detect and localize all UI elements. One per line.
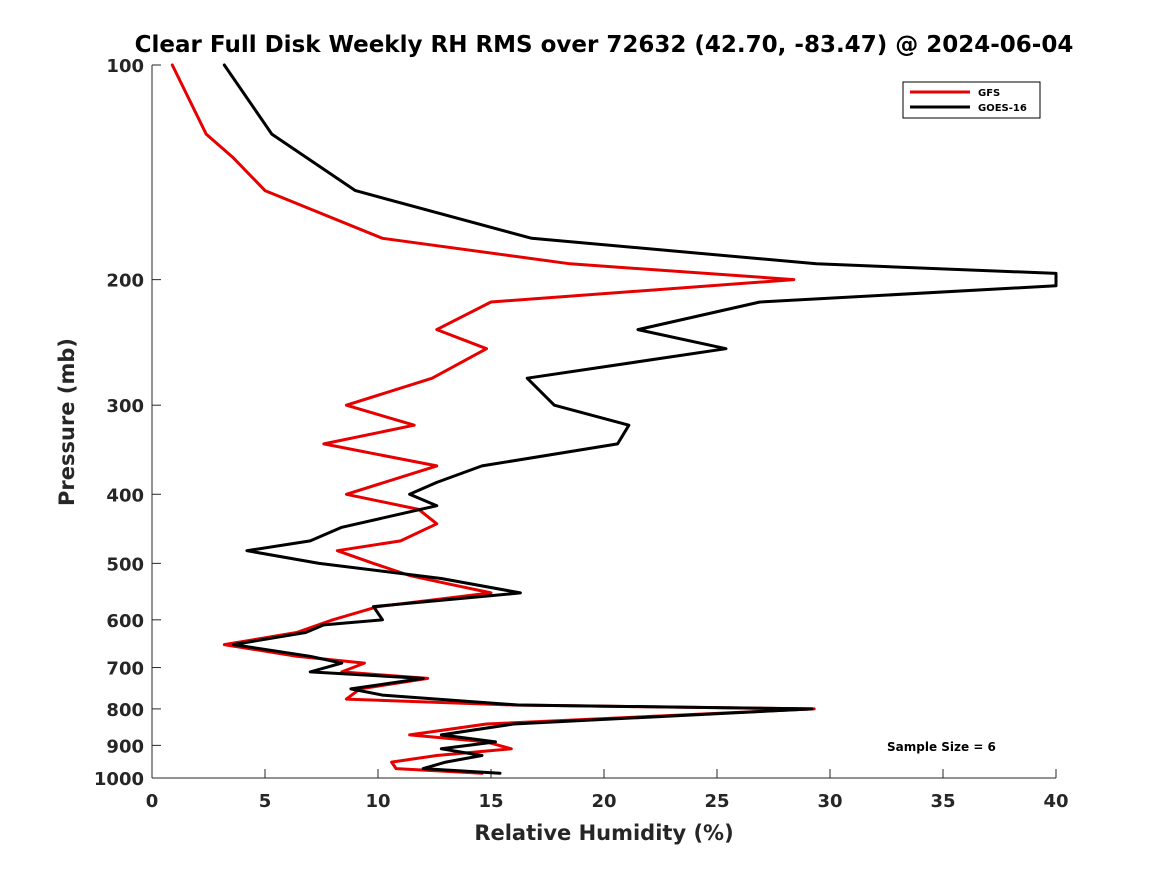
y-tick-label: 500 xyxy=(106,554,144,575)
x-tick-label: 5 xyxy=(259,791,272,812)
axes: 0 5 10 15 20 25 30 35 40 100 200 300 400 500 600 700 800… xyxy=(94,56,1069,812)
y-tick-label: 1000 xyxy=(94,769,144,790)
y-axis-label: Pressure (mb) xyxy=(55,338,79,506)
x-tick-label: 20 xyxy=(591,791,616,812)
legend-label-goes16: GOES-16 xyxy=(978,103,1027,114)
y-tick-label: 400 xyxy=(106,485,144,506)
y-tick-label: 700 xyxy=(106,659,144,680)
y-tick-label: 600 xyxy=(106,611,144,632)
y-tick-label: 100 xyxy=(106,56,144,77)
y-tick-label: 900 xyxy=(106,736,144,757)
y-tick-label: 200 xyxy=(106,271,144,292)
x-tick-label: 0 xyxy=(146,791,159,812)
sample-size-annotation: Sample Size = 6 xyxy=(887,740,996,754)
legend-box xyxy=(902,81,1041,119)
x-tick-label: 30 xyxy=(817,791,842,812)
x-tick-label: 10 xyxy=(365,791,390,812)
y-tick-label: 300 xyxy=(106,396,144,417)
y-tick-label: 800 xyxy=(106,700,144,721)
legend: GFS GOES-16 xyxy=(902,81,1041,119)
x-tick-label: 35 xyxy=(930,791,955,812)
legend-label-gfs: GFS xyxy=(978,88,1000,99)
x-axis-label: Relative Humidity (%) xyxy=(474,821,733,845)
x-tick-label: 15 xyxy=(478,791,503,812)
x-tick-label: 40 xyxy=(1043,791,1068,812)
plot-lines xyxy=(170,63,1058,775)
series-line-goes16 xyxy=(222,63,1058,775)
chart-title: Clear Full Disk Weekly RH RMS over 72632… xyxy=(135,32,1074,58)
x-tick-label: 25 xyxy=(704,791,729,812)
